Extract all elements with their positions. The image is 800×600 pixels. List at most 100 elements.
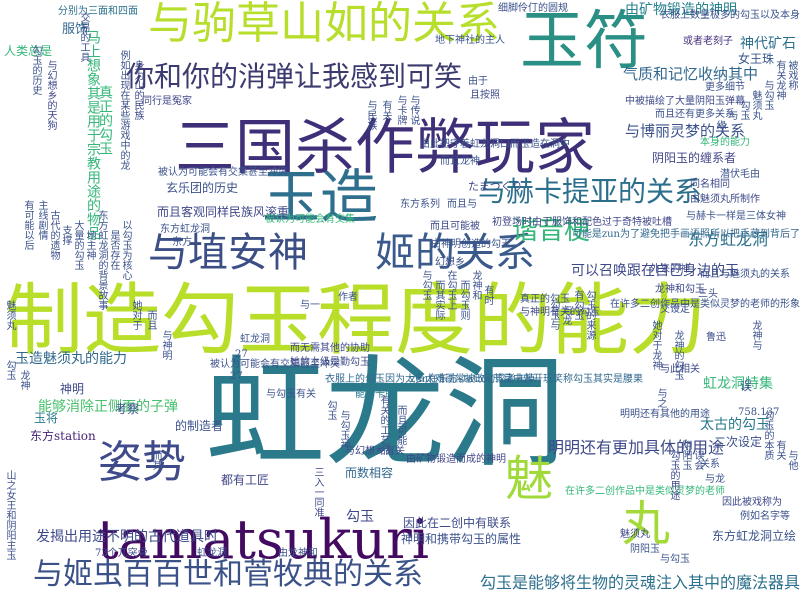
cloud-word: 以勾玉为核心 [120, 220, 131, 280]
cloud-word: 与一 [300, 300, 320, 311]
cloud-word: 与勾玉 [660, 554, 690, 565]
cloud-word: 真正的勾玉 [520, 294, 570, 305]
cloud-word: 古代的遗物 [48, 210, 59, 260]
cloud-word: 初登场时由于服饰和配色过于奇特被吐槽 [492, 217, 672, 228]
cloud-word: 而且与魅须丸的关系 [700, 269, 790, 280]
cloud-word: 你和你的消弹让我感到可笑 [126, 60, 463, 93]
cloud-word: 与此相关 [660, 364, 700, 375]
cloud-word: 魅 [505, 451, 554, 507]
cloud-word: 她的上级是勤勾玉 [290, 357, 370, 368]
cloud-word: 而数相容 [345, 466, 394, 480]
cloud-word: 神代矿石 [740, 36, 796, 52]
cloud-word: 虹龙洞特集 [703, 376, 773, 392]
cloud-word: 与驹草山如的关系 [148, 0, 500, 49]
cloud-word: 龙神的勾玉 [672, 330, 683, 380]
cloud-word: 气质和记忆收纳其中 [623, 65, 759, 83]
cloud-word: tamatsukuri [97, 508, 430, 571]
cloud-word: 由龙神和 [278, 548, 318, 559]
cloud-word: 衣服上的勾玉因为太多太难画常被改动或者去掉 [325, 374, 535, 385]
cloud-word: 在许多二创作品中是类似灵梦的老师 [565, 486, 725, 497]
cloud-word: 而且可能被 [430, 221, 480, 232]
cloud-word: 东方系列 [400, 199, 440, 210]
cloud-word: 在许多二创作品中是类似灵梦的老师的形象 [610, 299, 800, 310]
cloud-word: 与龙 [560, 305, 571, 325]
cloud-word: 幻想乡 [435, 257, 465, 268]
cloud-word: 误 [740, 379, 753, 393]
cloud-word: 东方station [30, 429, 96, 443]
cloud-word: 衣服上数量极多的勾玉以及本身 [660, 10, 800, 21]
cloud-word: 她对于龙神 [650, 320, 661, 370]
cloud-word: 虹龙洞 [240, 334, 270, 345]
cloud-word: 作者 [338, 292, 358, 303]
cloud-word: 中被描绘了大量阴阳玉弹幕 [625, 96, 745, 107]
cloud-word: 有可能以后 [22, 200, 33, 250]
cloud-word: 地主神 [84, 230, 95, 260]
cloud-word: 制造勾玉程度的能力 [5, 276, 708, 366]
cloud-word: 与 [726, 110, 737, 120]
cloud-word: 而且与 [447, 199, 477, 210]
cloud-word: 考察 [115, 402, 140, 416]
cloud-word: 被认为可能会有交集甚至冲突 [210, 359, 340, 370]
cloud-word: 可以召唤跟在自己身边的玉 [571, 263, 739, 279]
cloud-word: 由矿物锻造的神明 [625, 2, 737, 18]
cloud-word: 明明还有其他的用途 [620, 409, 710, 420]
cloud-word: 有时 [482, 285, 493, 305]
cloud-word: 勾玉的历史 [30, 45, 41, 95]
cloud-word: 外来的神 [650, 264, 690, 275]
cloud-word: 女王珠 [738, 52, 775, 66]
cloud-word: 阴阳玉的缠系者 [652, 151, 737, 165]
cloud-word: 缘 [714, 120, 725, 130]
cloud-word: 主线剧情 [36, 200, 47, 240]
cloud-word: 神明和携带勾玉的属性 [401, 532, 522, 546]
cloud-word: zun在东方station节目中曾开玩笑称勾玉其实是腰果 [410, 374, 643, 385]
cloud-word: 神明 [60, 382, 85, 396]
cloud-word: 有关 [774, 440, 785, 460]
cloud-word: 玉符 [520, 5, 648, 79]
cloud-word: 潜伏毛由 [720, 169, 760, 180]
cloud-word: 关系 [700, 459, 720, 470]
cloud-word: 可能是zun为了避免把手画语照所以把手藏到背后了 [571, 229, 800, 240]
cloud-word: 与神明有关的勾玉 [520, 307, 600, 318]
cloud-word: 758.137 [738, 407, 780, 418]
cloud-word: 东方虹龙洞 [160, 224, 210, 235]
cloud-word: 与赫卡提亚的关系 [478, 175, 703, 208]
cloud-word: 由于 [468, 76, 488, 87]
cloud-word: 明明还有更加具体的用途 [548, 438, 725, 457]
cloud-word: 太古的勾玉 [700, 417, 770, 433]
cloud-word: 而且还有更多关系 [655, 109, 735, 120]
cloud-word: 龙神与 [750, 320, 761, 350]
cloud-word: 勾玉的用途 [668, 450, 679, 500]
cloud-word: 与姬虫百百世和菅牧典的关系 [33, 557, 423, 592]
cloud-word: 真正的勾玉 [97, 85, 113, 155]
cloud-word: 更多细节 [705, 82, 745, 93]
cloud-word: 27 [230, 371, 243, 382]
cloud-word: 东方虹龙洞 [688, 230, 769, 249]
cloud-word: 由此把守着虹龙洞口而玉造在洞中 [420, 139, 570, 150]
cloud-word: 身为山的民族 [132, 60, 143, 120]
cloud-word: 马上想象其是用于宗教用途的物品 [85, 30, 101, 240]
cloud-word: 东方虹龙洞立绘 [712, 529, 797, 543]
cloud-word: 与勾玉神 [338, 410, 349, 450]
cloud-word: 勾玉 [738, 100, 749, 120]
cloud-word: 或者老刻子 [683, 36, 733, 47]
cloud-word: 丸 [622, 496, 671, 552]
cloud-word: 例如名字等 [740, 511, 790, 522]
cloud-word: 而其实际 [433, 280, 444, 320]
cloud-word: 支撑 [60, 225, 71, 245]
cloud-word: 与埴安神 [148, 230, 308, 276]
cloud-word: 人类总是 [4, 44, 53, 58]
cloud-word: 勾玉与 [548, 300, 559, 330]
cloud-word: 龙神和勾玉 [655, 284, 705, 295]
cloud-word: 与神明 [160, 330, 171, 360]
cloud-word: 三国杀作弊玩家 [175, 113, 595, 183]
cloud-word: 被认为可能会有交集 [265, 214, 355, 225]
cloud-word: 虹龙洞 [197, 548, 227, 559]
cloud-word: 谐音梗 [512, 216, 591, 246]
cloud-word: 分别为三面和四面 [58, 6, 138, 17]
cloud-word: 而且 [145, 310, 156, 330]
cloud-word: 鲁迅 [706, 332, 726, 343]
cloud-word: 阴阳玉 [680, 440, 691, 470]
cloud-word: 与卡牌 [395, 95, 406, 125]
cloud-word: 与勾玉 [762, 80, 773, 110]
cloud-word: 与民族 [365, 100, 376, 130]
